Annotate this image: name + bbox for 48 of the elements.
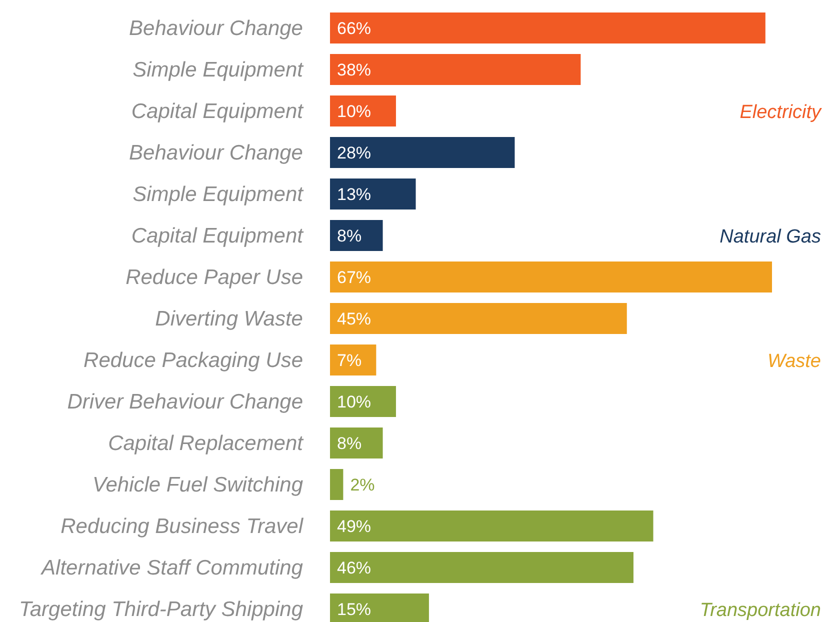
y-tick-label: Reduce Paper Use: [126, 266, 303, 289]
y-tick-label: Simple Equipment: [132, 58, 304, 82]
data-label: 13%: [337, 185, 372, 204]
bar: [330, 552, 634, 583]
bar: [330, 510, 654, 542]
data-label: 10%: [337, 102, 372, 121]
bar: [330, 469, 344, 500]
data-label: 38%: [337, 60, 372, 80]
y-tick-label: Capital Equipment: [131, 100, 304, 123]
y-tick-label: Targeting Third-Party Shipping: [18, 598, 304, 621]
text: Waste: [767, 351, 821, 372]
y-tick-label: Reduce Packaging Use: [84, 349, 303, 372]
data-label: 66%: [337, 19, 372, 38]
y-tick-label: Behaviour Change: [129, 142, 303, 164]
y-tick-label: Reducing Business Travel: [60, 515, 304, 538]
y-tick-label: Driver Behaviour Change: [67, 390, 303, 414]
y-tick-label: Diverting Waste: [155, 308, 303, 330]
text: Transportation: [700, 600, 821, 621]
bar: [330, 344, 376, 376]
data-label: 67%: [337, 268, 372, 287]
bar: [330, 262, 772, 292]
y-tick-label: Vehicle Fuel Switching: [92, 474, 304, 496]
data-label: 45%: [337, 310, 372, 328]
y-tick-label: Behaviour Change: [129, 17, 303, 40]
text: Electricity: [740, 102, 822, 123]
data-label: 28%: [337, 144, 372, 162]
data-label: 8%: [337, 434, 362, 453]
data-label: 10%: [337, 392, 372, 412]
y-tick-label: Alternative Staff Commuting: [40, 556, 304, 580]
text: Natural Gas: [720, 226, 822, 248]
bar: [330, 137, 515, 168]
bar: [330, 96, 396, 126]
y-tick-label: Capital Equipment: [131, 224, 304, 248]
data-label: 15%: [337, 600, 372, 619]
bar: [330, 54, 581, 85]
bar: [330, 428, 383, 458]
bar: [330, 12, 766, 44]
data-label: 49%: [337, 517, 372, 536]
data-label: 7%: [337, 351, 362, 370]
y-tick-label: Capital Replacement: [108, 432, 304, 455]
bar: [330, 303, 627, 334]
data-label: 2%: [350, 476, 375, 494]
y-tick-label: Simple Equipment: [132, 183, 304, 206]
data-label: 8%: [337, 226, 362, 246]
bar: [330, 220, 383, 251]
bar: [330, 178, 416, 210]
bar: [330, 386, 396, 417]
data-label: 46%: [337, 558, 372, 578]
